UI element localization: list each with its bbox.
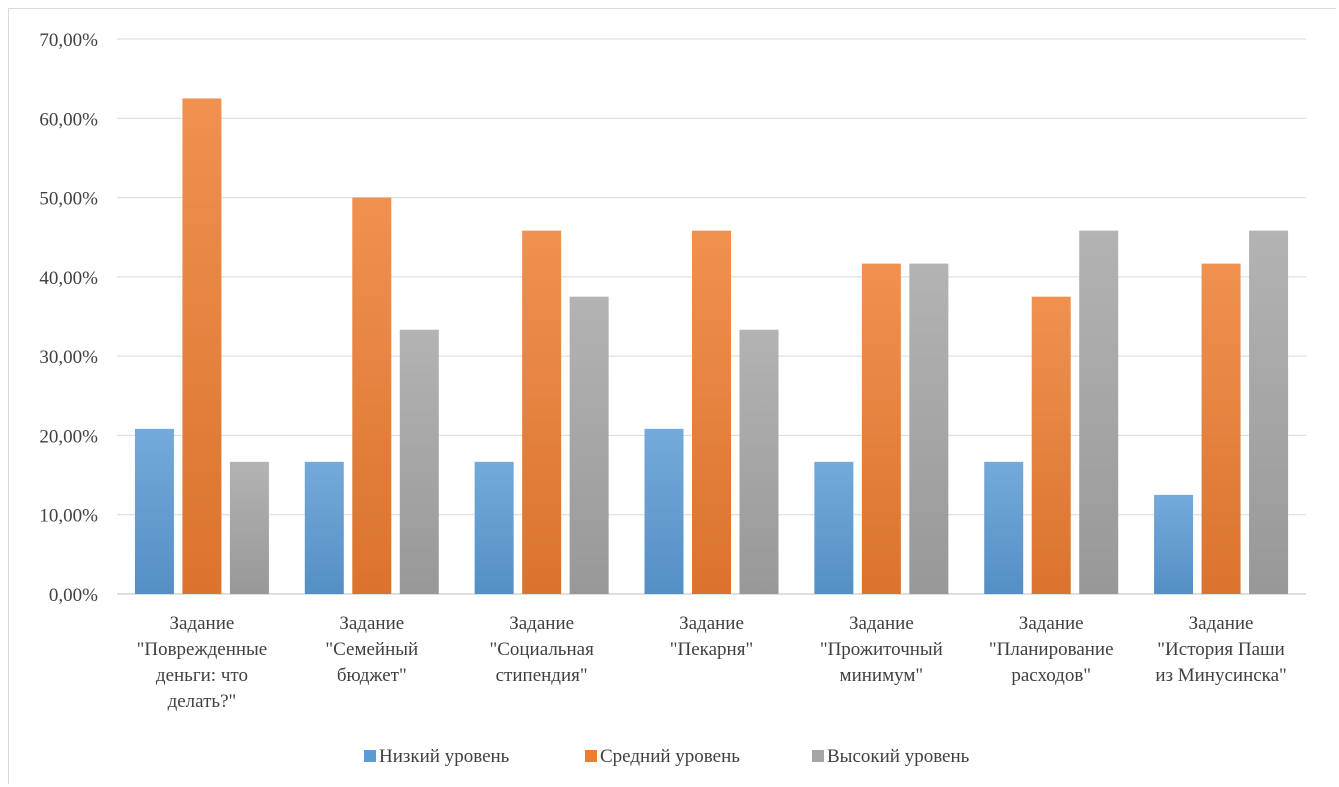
- x-tick-label: Задание "Пекарня": [670, 613, 753, 660]
- legend-swatch: [364, 750, 376, 762]
- bar-высокий-уровень: [229, 461, 269, 594]
- bar-высокий-уровень: [399, 329, 439, 594]
- x-axis-tick-labels: Задание "Поврежденные деньги: что делать?" З…: [137, 613, 1287, 712]
- legend-swatch: [812, 750, 824, 762]
- bar-высокий-уровень: [739, 329, 779, 594]
- bar-средний-уровень: [1201, 263, 1241, 594]
- bar-высокий-уровень: [1079, 230, 1119, 594]
- y-tick-label: 50,00%: [39, 189, 98, 210]
- x-tick-label: Задание "Поврежденные деньги: что делать?": [137, 613, 268, 712]
- bar-высокий-уровень: [909, 263, 949, 594]
- y-tick-label: 10,00%: [39, 506, 98, 527]
- bar-низкий-уровень: [814, 461, 854, 594]
- y-tick-label: 0,00%: [49, 585, 98, 606]
- bar-средний-уровень: [692, 230, 731, 594]
- bar-низкий-уровень: [304, 461, 344, 594]
- y-tick-label: 40,00%: [39, 268, 98, 289]
- legend-swatch: [585, 750, 597, 762]
- bar-высокий-уровень: [569, 296, 609, 594]
- y-axis-tick-labels: 0,00% 10,00% 20,00% 30,00% 40,00% 50,00% 60,00…: [39, 30, 98, 606]
- bar-низкий-уровень: [134, 428, 174, 594]
- bar-средний-уровень: [352, 197, 392, 595]
- bar-низкий-уровень: [984, 461, 1024, 594]
- bar-средний-уровень: [1031, 296, 1071, 594]
- x-tick-label: Задание "Планирование расходов": [989, 613, 1114, 686]
- legend: Низкий уровень Средний уровень Высокий уро…: [364, 746, 970, 767]
- legend-label: Средний уровень: [600, 746, 740, 767]
- x-tick-label: Задание "История Паши из Минусинска": [1155, 613, 1287, 686]
- y-tick-label: 70,00%: [39, 30, 98, 51]
- y-tick-label: 30,00%: [39, 347, 98, 368]
- x-tick-label: Задание "Социальная стипендия": [489, 613, 594, 686]
- x-tick-label: Задание "Семейный бюджет": [325, 613, 418, 686]
- chart-frame: [8, 8, 1336, 784]
- bar-низкий-уровень: [474, 461, 514, 594]
- bar-высокий-уровень: [1249, 230, 1289, 594]
- bar-средний-уровень: [182, 98, 222, 594]
- legend-label: Высокий уровень: [827, 746, 970, 767]
- bar-средний-уровень: [861, 263, 901, 594]
- bar-средний-уровень: [522, 230, 562, 594]
- x-tick-label: Задание "Прожиточный минимум": [820, 613, 943, 686]
- bar-низкий-уровень: [644, 428, 684, 594]
- bar-низкий-уровень: [1154, 494, 1194, 594]
- y-tick-label: 20,00%: [39, 426, 98, 447]
- bars: [134, 98, 1289, 595]
- legend-label: Низкий уровень: [379, 746, 510, 767]
- y-tick-label: 60,00%: [39, 109, 98, 130]
